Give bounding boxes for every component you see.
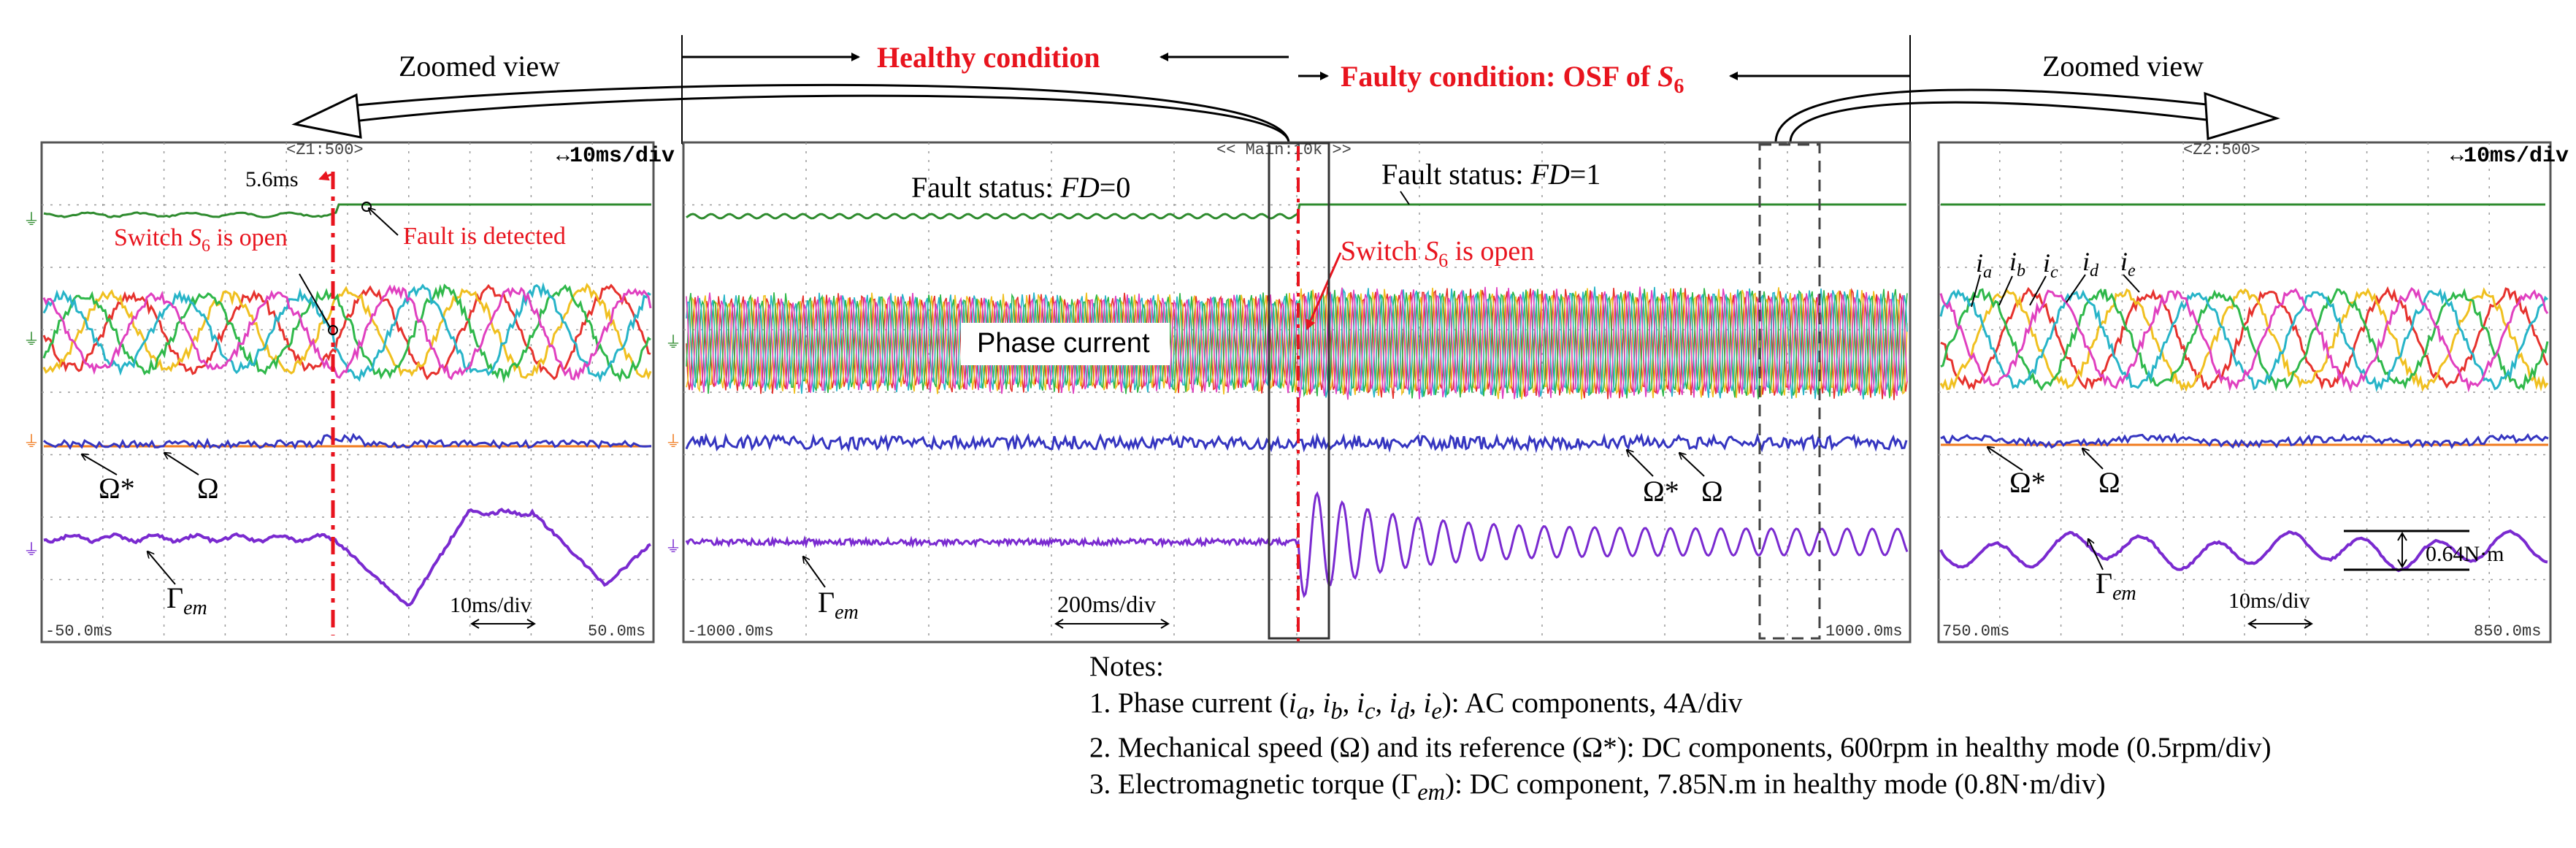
right-phase-current-traces (1939, 286, 2549, 393)
main-omega-label: Ω (1701, 475, 1723, 508)
left-x-start: -50.0ms (45, 622, 112, 641)
right-omega-label: Ω (2098, 466, 2120, 499)
right-panel: <Z2:500> ↔10ms/div 750.0ms 850.0ms ia ib… (1937, 141, 2569, 643)
zoomed-view-right-label: Zoomed view (2042, 50, 2204, 83)
right-torque-trace (1939, 529, 2548, 573)
main-time-scale-label: 200ms/div (1057, 591, 1156, 617)
note-3: 3. Electromagnetic torque (Γem): DC comp… (1089, 768, 2106, 806)
main-torque-label: Γem (818, 586, 859, 624)
right-phase-trace-e (1939, 286, 2549, 393)
left-omega-label: Ω (197, 472, 219, 505)
left-x-end: 50.0ms (588, 622, 645, 641)
faulty-condition-label: Faulty condition: OSF of S6 (1341, 60, 1684, 98)
ch3-marker-icon: ⏚ (23, 433, 39, 451)
phase-trace-e (42, 284, 652, 381)
main-ch2-marker-icon: ⏚ (665, 334, 681, 352)
main-ch3-marker-icon: ⏚ (665, 433, 681, 451)
right-x-start: 750.0ms (1942, 622, 2009, 641)
left-fault-status-trace (43, 203, 651, 218)
right-time-scale-label: 10ms/div (2228, 589, 2310, 613)
left-switch-open-label: Switch S6 is open (114, 224, 288, 256)
main-omega-ref-label: Ω* (1643, 475, 1679, 508)
fd1-label: Fault status: FD=1 (1381, 158, 1601, 191)
right-x-end: 850.0ms (2474, 622, 2541, 641)
main-speed-trace (685, 432, 1908, 454)
phase-current-label-box (961, 323, 1170, 365)
fd0-label: Fault status: FD=0 (911, 171, 1130, 204)
main-torque-trace (685, 491, 1909, 598)
right-phase-trace-b (1939, 287, 2549, 392)
right-omega-ref-label: Ω* (2009, 466, 2046, 499)
left-phase-current-traces (42, 282, 652, 384)
right-tag: <Z2:500> (2183, 141, 2261, 159)
notes: Notes: 1. Phase current (ia, ib, ic, id,… (1089, 649, 2272, 811)
ripple-label: 0.64N·m (2426, 542, 2504, 566)
main-ch4-marker-icon: ⏚ (665, 538, 681, 557)
left-time-scale-label: 10ms/div (450, 593, 532, 617)
ch4-marker-icon: ⏚ (23, 541, 39, 559)
note-2: 2. Mechanical speed (Ω) and its referenc… (1089, 731, 2272, 763)
main-switch-open-label: Switch S6 is open (1341, 236, 1534, 271)
main-x-start: -1000.0ms (687, 622, 774, 641)
left-speed-trace (43, 432, 652, 450)
zoom-left-arrowhead-icon (291, 93, 362, 139)
notes-title: Notes: (1089, 651, 1164, 682)
left-fault-detected-label: Fault is detected (403, 223, 566, 250)
left-delay-label: 5.6ms (245, 167, 299, 191)
healthy-condition-label: Healthy condition (877, 41, 1100, 74)
right-timebase: ↔10ms/div (2450, 144, 2569, 169)
main-x-end: 1000.0ms (1825, 622, 1903, 641)
ch2-marker-icon: ⏚ (23, 331, 39, 349)
main-fault-status-trace (686, 203, 1906, 220)
left-torque-trace (43, 508, 651, 607)
note-1: 1. Phase current (ia, ib, ic, id, ie): A… (1089, 687, 1743, 725)
main-panel: << Main:10k >> -1000.0ms 1000.0ms ⏚ ⏚ ⏚ … (665, 141, 1912, 643)
zoom-right-arrowhead-icon (2204, 91, 2280, 140)
main-zoom-window-2 (1758, 143, 1821, 640)
main-phase-trace-c (686, 288, 1908, 400)
left-panel: <Z1:500> ↔10ms/div -50.0ms 50.0ms ⏚ ⏚ ⏚ … (23, 141, 675, 643)
left-omega-ref-label: Ω* (99, 472, 135, 505)
right-speed-trace (1940, 432, 2549, 449)
left-timebase: ↔10ms/div (556, 144, 675, 169)
header-annotations: Healthy condition Faulty condition: OSF … (291, 35, 2280, 145)
left-tag: <Z1:500> (286, 141, 364, 159)
zoomed-view-left-label: Zoomed view (399, 50, 560, 83)
ch1-marker-icon: ⏚ (23, 211, 39, 229)
phase-current-label: Phase current (977, 328, 1150, 359)
